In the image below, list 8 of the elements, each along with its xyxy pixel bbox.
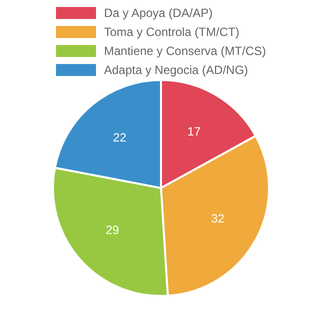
- legend-label: Mantiene y Conserva (MT/CS): [104, 44, 266, 58]
- data-label: 29: [106, 223, 120, 238]
- data-label: 32: [211, 212, 225, 226]
- legend-label: Adapta y Negocia (AD/NG): [104, 63, 248, 77]
- data-label: 17: [187, 124, 201, 139]
- legend-label: Da y Apoya (DA/AP): [104, 6, 213, 20]
- legend-label: Toma y Controla (TM/CT): [104, 25, 240, 39]
- data-label: 22: [113, 130, 127, 144]
